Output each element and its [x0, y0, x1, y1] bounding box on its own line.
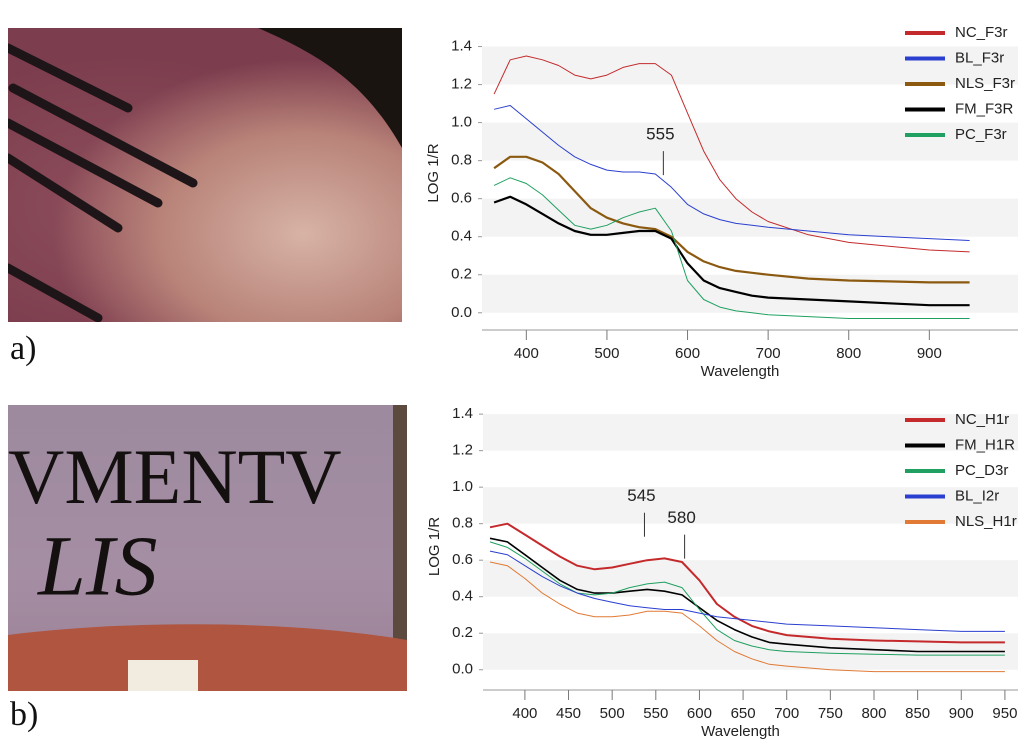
x-axis-label: Wavelength	[701, 363, 780, 380]
legend-label: FM_F3R	[955, 100, 1014, 117]
legend-label: FM_H1R	[955, 436, 1015, 453]
x-tick-label: 650	[731, 705, 756, 722]
figure: a) VMENTV LIS b) 0.00.20.40.60.81.01.21.…	[0, 0, 1018, 744]
y-tick-label: 1.2	[451, 76, 472, 93]
y-tick-label: 1.0	[451, 114, 472, 131]
y-tick-label: 1.4	[452, 405, 473, 422]
annotation: 555	[646, 125, 674, 144]
y-axis-label: LOG 1/R	[426, 517, 443, 576]
annotation: 580	[667, 508, 695, 527]
x-tick-label: 600	[687, 705, 712, 722]
x-tick-label: 550	[643, 705, 668, 722]
legend-label: NLS_H1r	[955, 513, 1017, 530]
grid-band	[482, 123, 1018, 161]
x-tick-label: 850	[905, 705, 930, 722]
y-tick-label: 0.4	[452, 588, 473, 605]
y-tick-label: 0.2	[452, 624, 473, 641]
legend-label: NLS_F3r	[955, 75, 1015, 92]
x-tick-label: 600	[675, 345, 700, 362]
legend-label: PC_D3r	[955, 462, 1008, 479]
annotation: 545	[627, 486, 655, 505]
y-tick-label: 1.2	[452, 442, 473, 459]
y-tick-label: 0.0	[451, 304, 472, 321]
y-tick-label: 0.4	[451, 228, 472, 245]
legend-label: NC_H1r	[955, 411, 1009, 428]
x-tick-label: 400	[512, 705, 537, 722]
y-tick-label: 0.2	[451, 266, 472, 283]
y-tick-label: 0.8	[451, 152, 472, 169]
y-tick-label: 0.6	[452, 551, 473, 568]
y-tick-label: 0.6	[451, 190, 472, 207]
legend-label: NC_F3r	[955, 24, 1008, 41]
x-tick-label: 700	[756, 345, 781, 362]
x-tick-label: 900	[949, 705, 974, 722]
x-tick-label: 500	[600, 705, 625, 722]
x-tick-label: 950	[992, 705, 1017, 722]
y-tick-label: 0.8	[452, 515, 473, 532]
x-tick-label: 450	[556, 705, 581, 722]
grid-band	[482, 199, 1018, 237]
x-tick-label: 700	[774, 705, 799, 722]
x-tick-label: 800	[861, 705, 886, 722]
grid-band	[482, 47, 1018, 85]
grid-band	[482, 275, 1018, 313]
x-axis-label: Wavelength	[701, 723, 780, 740]
x-tick-label: 750	[818, 705, 843, 722]
grid-band	[483, 487, 1018, 524]
legend-label: BL_F3r	[955, 49, 1004, 66]
x-tick-label: 800	[836, 345, 861, 362]
grid-band	[483, 560, 1018, 597]
x-tick-label: 400	[514, 345, 539, 362]
y-tick-label: 1.0	[452, 478, 473, 495]
x-tick-label: 500	[594, 345, 619, 362]
y-tick-label: 0.0	[452, 661, 473, 678]
legend-label: PC_F3r	[955, 126, 1007, 143]
charts: 0.0 0.2 0.4 0.6 0.8 1.0 1.2 1.4 400 500 600 700 800 9…	[0, 0, 1018, 744]
y-tick-label: 1.4	[451, 37, 472, 54]
x-tick-label: 900	[917, 345, 942, 362]
y-axis-label: LOG 1/R	[425, 143, 442, 202]
legend-label: BL_I2r	[955, 487, 999, 504]
